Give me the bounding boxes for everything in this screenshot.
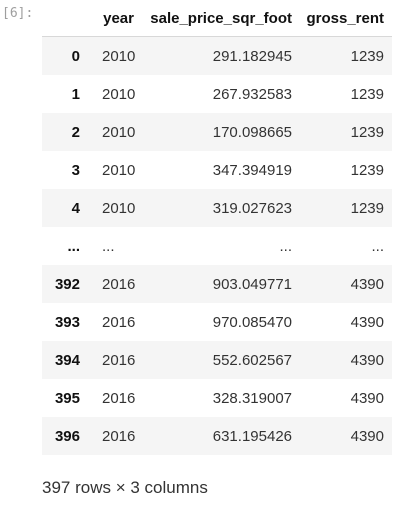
table-row: 1 2010 267.932583 1239 [42,75,392,113]
sale-price-cell: 552.602567 [212,351,292,369]
sale-price-cell: 903.049771 [212,275,292,293]
gross-rent-cell: 1239 [350,199,384,217]
row-index: 2 [71,123,80,141]
table-row: 395 2016 328.319007 4390 [42,379,392,417]
year-cell: 2016 [102,351,136,369]
table-row: 0 2010 291.182945 1239 [42,36,392,75]
row-index: 0 [71,47,80,65]
row-index: 394 [54,351,80,369]
cell-output-area: year sale_price_sqr_foot gross_rent 0 20… [42,0,394,498]
row-index: 392 [54,275,80,293]
header-row: year sale_price_sqr_foot gross_rent [42,0,392,37]
sale-price-header: sale_price_sqr_foot [142,0,300,37]
row-index: 3 [71,161,80,179]
dataframe-table: year sale_price_sqr_foot gross_rent 0 20… [42,0,392,455]
gross-rent-cell: 4390 [350,275,384,293]
sale-price-cell: 328.319007 [212,389,292,407]
gross-rent-cell: 1239 [350,47,384,65]
table-row: 393 2016 970.085470 4390 [42,303,392,341]
year-cell: 2010 [102,199,136,217]
table-row: 394 2016 552.602567 4390 [42,341,392,379]
dataframe-shape-summary: 397 rows × 3 columns [42,478,208,497]
table-row: 396 2016 631.195426 4390 [42,417,392,455]
sale-price-cell: 267.932583 [212,85,292,103]
gross-rent-cell: 1239 [350,85,384,103]
row-index: 4 [71,199,80,217]
year-cell: 2016 [102,427,136,445]
sale-price-cell: 631.195426 [212,427,292,445]
sale-price-cell: 291.182945 [212,47,292,65]
year-header: year [88,0,142,37]
year-cell: 2010 [102,47,136,65]
gross-rent-cell: 4390 [350,351,384,369]
cell-execution-prompt: [6]: [2,6,34,21]
year-cell: ... [102,237,115,255]
gross-rent-cell: 4390 [350,313,384,331]
table-row: 4 2010 319.027623 1239 [42,189,392,227]
table-row: 2 2010 170.098665 1239 [42,113,392,151]
row-index: 1 [71,85,80,103]
gross-rent-cell: 1239 [350,123,384,141]
sale-price-cell: ... [279,237,292,255]
gross-rent-cell: 4390 [350,427,384,445]
gross-rent-cell: 4390 [350,389,384,407]
sale-price-cell: 970.085470 [212,313,292,331]
year-cell: 2016 [102,313,136,331]
row-index: 396 [54,427,80,445]
sale-price-cell: 319.027623 [212,199,292,217]
ellipsis-row: ... ... ... ... [42,227,392,265]
table-row: 3 2010 347.394919 1239 [42,151,392,189]
table-row: 392 2016 903.049771 4390 [42,265,392,303]
gross-rent-cell: ... [371,237,384,255]
sale-price-cell: 347.394919 [212,161,292,179]
year-cell: 2016 [102,389,136,407]
row-index: 393 [54,313,80,331]
row-index: 395 [54,389,80,407]
gross-rent-header: gross_rent [300,0,392,37]
sale-price-cell: 170.098665 [212,123,292,141]
year-cell: 2010 [102,161,136,179]
index-header [42,0,88,37]
gross-rent-cell: 1239 [350,161,384,179]
row-index: ... [67,237,80,255]
year-cell: 2016 [102,275,136,293]
year-cell: 2010 [102,123,136,141]
year-cell: 2010 [102,85,136,103]
